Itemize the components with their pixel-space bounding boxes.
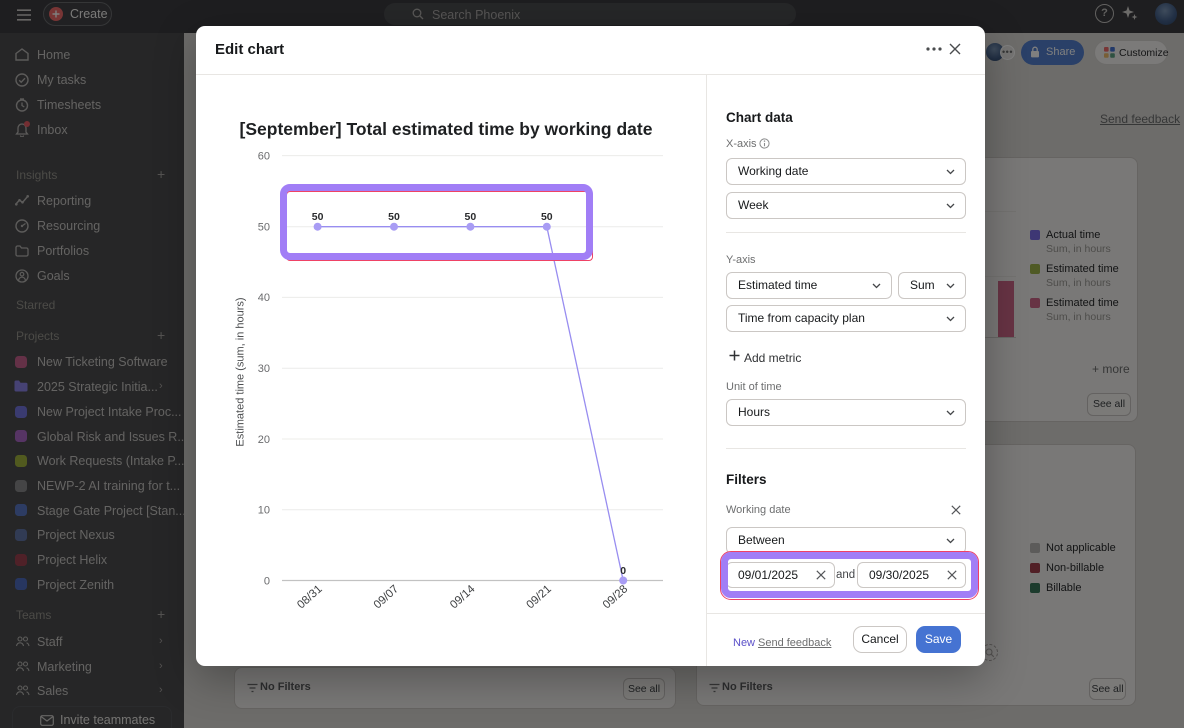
svg-text:09/14: 09/14 [448,583,478,612]
svg-text:09/21: 09/21 [524,583,553,611]
svg-text:08/31: 08/31 [295,583,324,611]
svg-text:50: 50 [388,211,400,223]
svg-text:20: 20 [258,434,270,446]
svg-text:50: 50 [465,211,477,223]
svg-text:0: 0 [620,565,626,577]
svg-text:30: 30 [258,363,270,375]
svg-text:40: 40 [258,292,270,304]
svg-text:50: 50 [312,211,324,223]
svg-text:Estimated time (sum, in hours): Estimated time (sum, in hours) [235,297,247,446]
svg-text:09/07: 09/07 [372,583,401,611]
svg-text:60: 60 [258,150,270,162]
svg-text:50: 50 [541,211,553,223]
svg-text:50: 50 [258,222,270,234]
svg-text:10: 10 [258,505,270,517]
svg-text:09/28: 09/28 [601,583,630,611]
svg-text:0: 0 [264,575,270,587]
